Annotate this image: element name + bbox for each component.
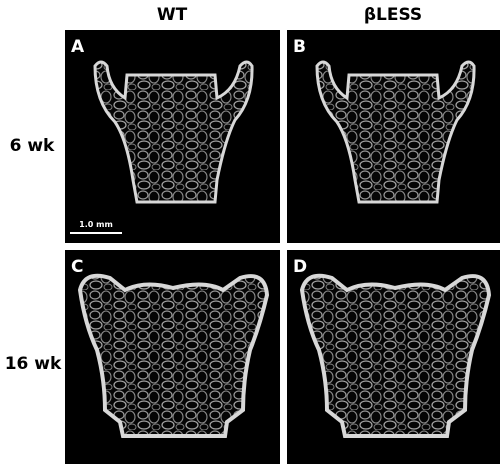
row-label: 6 wk	[10, 136, 55, 156]
panel-label: A	[71, 37, 85, 57]
column-header: βLESS	[364, 5, 422, 25]
row-label: 16 wk	[5, 354, 62, 374]
panel: A 1.0 mm	[65, 30, 280, 243]
column-header: WT	[157, 5, 188, 25]
panel-label: C	[71, 257, 83, 277]
scale-bar-label: 1.0 mm	[79, 220, 113, 229]
bone-image	[300, 273, 491, 438]
panel-label: D	[293, 257, 307, 277]
panel-label: B	[293, 37, 306, 57]
panel: D	[287, 250, 500, 464]
bone-image	[78, 273, 269, 438]
panel: C	[65, 250, 280, 464]
panel: B	[287, 30, 500, 243]
